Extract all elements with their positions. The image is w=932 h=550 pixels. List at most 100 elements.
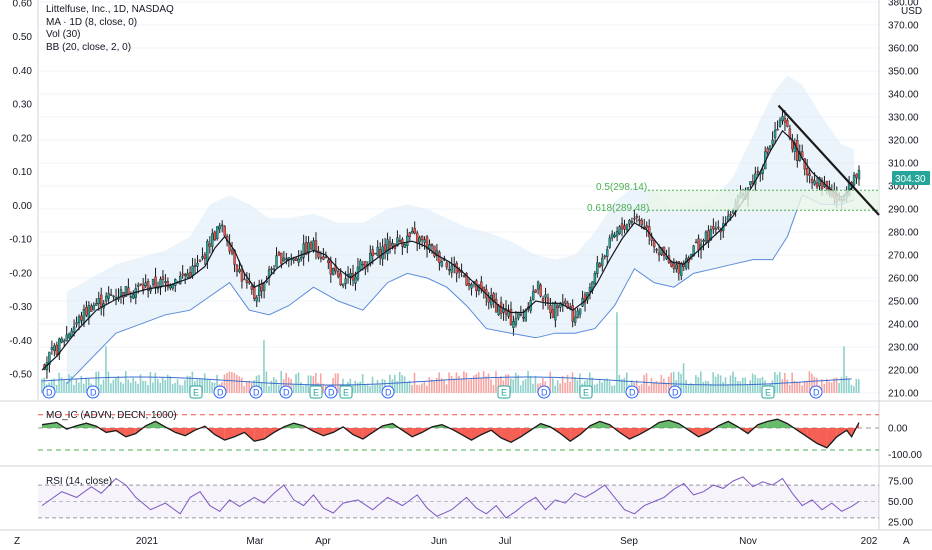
dividend-marker[interactable]: D [324, 385, 338, 399]
dividend-marker[interactable]: D [537, 385, 551, 399]
volume-bar [453, 378, 455, 393]
candle-body [124, 286, 128, 297]
rsi-label: RSI (14, close) [46, 476, 112, 487]
vol-legend[interactable]: Vol (30) [46, 29, 81, 40]
earnings-marker[interactable]: E [339, 385, 353, 399]
left-axis-tick: -0.20 [9, 268, 32, 279]
volume-bar [169, 376, 171, 393]
candle-body [813, 180, 816, 185]
candle-body [519, 313, 523, 316]
dividend-marker[interactable]: D [42, 385, 56, 399]
dividend-marker[interactable]: D [249, 385, 263, 399]
candle-body [766, 148, 769, 153]
earnings-marker[interactable]: E [761, 385, 775, 399]
candle-body [132, 294, 135, 299]
volume-bar [835, 377, 838, 393]
candle-body [620, 223, 624, 230]
candle-body [75, 322, 78, 325]
candle-body [569, 306, 572, 309]
candle-body [554, 302, 557, 321]
candle-body [188, 272, 192, 278]
mco-area [353, 428, 363, 439]
candle-body [324, 256, 328, 259]
volume-bar [465, 372, 468, 393]
candle-body [502, 308, 505, 313]
candle-body [104, 295, 108, 302]
volume-bar [381, 378, 384, 393]
candle-body [601, 257, 604, 266]
earnings-box [761, 385, 775, 399]
volume-bar [549, 371, 552, 393]
candle-body [450, 265, 453, 273]
volume-bar [690, 382, 692, 393]
volume-bar [519, 385, 522, 393]
candle-body [571, 305, 574, 322]
mco-area [826, 428, 837, 448]
price-axis-tick: 380.00 [888, 0, 919, 9]
volume-bar [786, 379, 789, 393]
volume-bar [576, 380, 579, 393]
volume-bar [393, 374, 396, 393]
volume-bar [781, 379, 784, 393]
dividend-marker[interactable]: D [809, 385, 823, 399]
candle-body [504, 308, 508, 315]
volume-bar [497, 377, 500, 393]
bb-legend[interactable]: BB (20, close, 2, 0) [46, 41, 132, 53]
volume-bar [858, 379, 860, 393]
candle-body [213, 231, 216, 241]
earnings-marker[interactable]: E [579, 385, 593, 399]
dividend-marker[interactable]: D [381, 385, 395, 399]
dividend-marker[interactable]: D [625, 385, 639, 399]
ma-legend[interactable]: MA · 1D (8, close, 0) [46, 16, 138, 28]
volume-bar [591, 377, 594, 393]
dividend-marker[interactable]: D [213, 385, 227, 399]
mco-area [362, 428, 373, 439]
candle-body [655, 249, 658, 251]
candle-body [467, 283, 471, 286]
candle-body [282, 257, 286, 262]
candle-body [307, 242, 310, 254]
volume-bar [492, 385, 495, 393]
earnings-marker[interactable]: E [497, 385, 511, 399]
volume-bar [470, 378, 473, 393]
volume-bar [285, 372, 287, 393]
earnings-marker[interactable]: E [309, 385, 323, 399]
left-axis-tick: 0.00 [13, 201, 33, 212]
auto-scale-button[interactable]: A [903, 536, 910, 547]
price-badge-bg [892, 171, 930, 185]
candle-body [625, 224, 629, 230]
candle-body [702, 239, 705, 242]
dividend-marker[interactable]: D [279, 385, 293, 399]
price-axis-tick: 280.00 [888, 228, 919, 239]
symbol-title[interactable]: Littelfuse, Inc., 1D, NASDAQ [46, 4, 174, 15]
timezone-z-button[interactable]: Z [14, 536, 20, 547]
currency-label: USD [901, 6, 922, 17]
trendline-group[interactable] [777, 104, 880, 216]
candle-body [304, 242, 308, 255]
volume-bar [292, 384, 295, 393]
candle-body [645, 225, 648, 228]
earnings-marker[interactable]: E [189, 385, 203, 399]
candle-body [141, 284, 145, 290]
dividend-marker[interactable]: D [86, 385, 100, 399]
dividend-marker[interactable]: D [668, 385, 682, 399]
candle-body [425, 236, 429, 250]
fib-zone[interactable] [648, 189, 879, 211]
volume-bar [507, 374, 510, 393]
price-axis-tick: 370.00 [888, 21, 919, 32]
candle-body [411, 230, 414, 234]
volume-bar [608, 381, 611, 393]
mco-area [698, 428, 709, 437]
volume-bar [739, 381, 742, 393]
earnings-box [189, 385, 203, 399]
mco-area [570, 428, 581, 442]
volume-bar [509, 378, 512, 393]
candle-body [341, 283, 345, 287]
volume-bar [828, 381, 830, 393]
volume-bar [413, 372, 416, 393]
candle-body [494, 299, 498, 313]
candle-body [613, 234, 616, 237]
mco-area [412, 428, 423, 437]
